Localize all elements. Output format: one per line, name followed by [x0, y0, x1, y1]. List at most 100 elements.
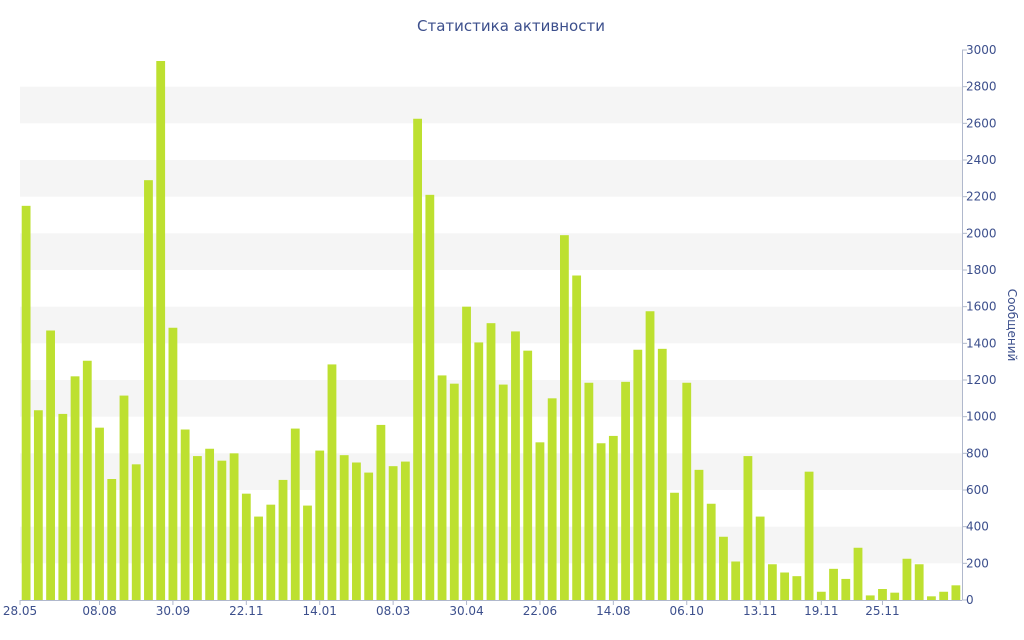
bar — [168, 327, 178, 600]
bar — [376, 424, 386, 600]
grid-band — [20, 160, 962, 197]
bar — [694, 469, 704, 600]
y-tick-label: 800 — [966, 446, 989, 460]
y-tick-label: 600 — [966, 483, 989, 497]
bar — [902, 558, 912, 600]
bar — [657, 348, 667, 600]
grid-band — [20, 233, 962, 270]
bar — [266, 504, 276, 600]
bar — [254, 516, 263, 600]
bar — [755, 516, 765, 600]
y-tick-label: 2800 — [966, 80, 997, 94]
x-tick-label: 22.06 — [523, 604, 557, 618]
bar — [951, 585, 961, 600]
bar — [217, 460, 227, 600]
x-tick-label: 14.01 — [303, 604, 337, 618]
bar — [560, 235, 569, 601]
bar — [327, 364, 337, 600]
bar — [352, 462, 361, 600]
bar — [498, 384, 508, 600]
bar — [914, 564, 924, 600]
bar — [670, 492, 679, 600]
bar — [425, 194, 435, 600]
y-tick-label: 200 — [966, 556, 989, 570]
bar — [792, 576, 802, 600]
x-tick-label: 08.03 — [376, 604, 410, 618]
bar — [865, 595, 875, 600]
bar — [608, 435, 618, 600]
bar — [413, 118, 422, 600]
bar — [890, 592, 900, 600]
bar — [878, 589, 887, 600]
grid-bands — [20, 86, 962, 564]
bar — [449, 383, 459, 600]
bar — [303, 505, 312, 600]
bar — [156, 61, 166, 600]
bar — [682, 382, 692, 600]
bar — [58, 413, 68, 600]
bar — [82, 360, 92, 600]
bar — [131, 464, 141, 600]
bar — [205, 448, 215, 600]
bar — [804, 471, 814, 600]
bar — [706, 503, 716, 600]
x-tick-label: 06.10 — [670, 604, 704, 618]
y-tick-label: 2400 — [966, 153, 997, 167]
y-tick-label: 1400 — [966, 336, 997, 350]
x-tick-label: 14.08 — [596, 604, 630, 618]
bar — [486, 323, 496, 600]
y-tick-label: 1000 — [966, 410, 997, 424]
bar — [633, 349, 643, 600]
y-axis-label: Сообщений — [1005, 289, 1019, 362]
x-tick-label: 28.05 — [3, 604, 37, 618]
y-tick-label: 2600 — [966, 116, 997, 130]
y-tick-label: 400 — [966, 520, 989, 534]
x-tick-label: 30.04 — [449, 604, 483, 618]
bar — [364, 472, 374, 600]
bar — [400, 461, 410, 600]
x-tick-label: 13.11 — [743, 604, 777, 618]
y-tick-label: 1200 — [966, 373, 997, 387]
bar — [719, 536, 728, 600]
y-tick-label: 1600 — [966, 300, 997, 314]
bar — [572, 275, 582, 600]
bar — [939, 591, 949, 600]
bar — [107, 479, 117, 600]
x-tick-label: 19.11 — [804, 604, 838, 618]
bar — [596, 443, 606, 600]
bars — [21, 61, 961, 601]
y-tick-label: 2000 — [966, 226, 997, 240]
bar — [95, 427, 104, 600]
y-tick-label: 0 — [966, 593, 974, 607]
bar — [743, 456, 753, 600]
chart-title: Статистика активности — [417, 17, 605, 35]
bar — [339, 455, 349, 600]
axes: 0 200 400 600 800 1000 1200 1400 1600 1800 2000 220… — [3, 43, 997, 618]
bar — [388, 466, 398, 600]
y-tick-label: 3000 — [966, 43, 997, 57]
bar — [927, 596, 936, 600]
bar — [621, 381, 630, 600]
y-tick-label: 2200 — [966, 190, 997, 204]
bar — [290, 428, 300, 600]
bar — [180, 429, 190, 600]
bar — [144, 180, 153, 601]
bar — [192, 456, 202, 600]
bar — [816, 591, 826, 600]
bar — [229, 453, 239, 600]
bar — [767, 564, 777, 600]
bar — [33, 410, 43, 600]
bar — [645, 311, 655, 600]
x-tick-label: 30.09 — [156, 604, 190, 618]
bar — [462, 306, 471, 600]
bar — [841, 578, 851, 600]
grid-band — [20, 86, 962, 124]
bar — [70, 376, 80, 600]
bar — [46, 330, 55, 600]
bar — [511, 331, 520, 600]
bar — [241, 493, 251, 600]
bar — [474, 342, 484, 600]
x-tick-label: 08.08 — [82, 604, 116, 618]
bar — [535, 442, 545, 600]
